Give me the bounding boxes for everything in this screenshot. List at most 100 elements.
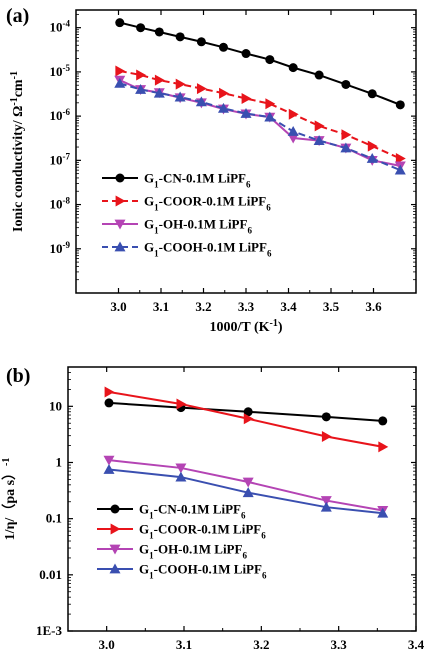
y-axis-title-exponent: -1 xyxy=(9,71,20,79)
x-axis-title-exponent: -1 xyxy=(270,318,278,329)
y-tick-exponent: -6 xyxy=(63,107,71,117)
data-point xyxy=(314,120,325,132)
legend-subscript: 1 xyxy=(154,226,159,236)
legend-subscript: 6 xyxy=(242,551,247,561)
legend-text-mid: -OH-0.1M LiPF xyxy=(154,542,243,557)
y-axis-title-exponent: -1 xyxy=(1,458,12,466)
data-point xyxy=(135,84,147,94)
legend-subscript: 6 xyxy=(262,571,267,581)
data-point xyxy=(114,77,126,88)
x-tick-label: 3.6 xyxy=(365,299,382,314)
legend-label: G1-COOH-0.1M LiPF6 xyxy=(144,240,272,259)
legend-subscript: 1 xyxy=(154,180,159,190)
legend-text-mid: -COOH-0.1M LiPF xyxy=(154,562,262,577)
legend-subscript: 6 xyxy=(246,180,251,190)
data-point xyxy=(340,142,352,153)
legend-subscript: 1 xyxy=(154,203,159,213)
data-point xyxy=(367,89,377,99)
data-point xyxy=(195,96,207,107)
legend-marker xyxy=(115,195,126,207)
data-point xyxy=(341,79,351,89)
legend-label: G1-COOR-0.1M LiPF6 xyxy=(144,194,271,213)
series-1: G1-CN-0.1M LiPF6 xyxy=(102,18,405,190)
legend-text-main: G xyxy=(139,542,149,557)
x-tick-label: 3.2 xyxy=(253,637,269,652)
x-axis-title: 1000/T (K-1) xyxy=(209,318,282,336)
y-tick-base: 10 xyxy=(50,197,63,212)
y-tick-base: 10 xyxy=(50,241,63,256)
y-tick-exponent: -9 xyxy=(63,240,71,250)
data-point xyxy=(378,441,389,453)
data-point xyxy=(103,464,115,474)
y-tick-label: 1E-3 xyxy=(36,623,63,638)
y-tick-exponent: -8 xyxy=(63,196,71,206)
legend-marker xyxy=(115,173,125,183)
legend-text-main: G xyxy=(144,194,154,209)
data-point xyxy=(395,100,405,110)
data-point xyxy=(287,125,299,136)
series-4: G1-COOH-0.1M LiPF6 xyxy=(102,77,406,259)
legend-text-main: G xyxy=(139,562,149,577)
y-tick-label: 10-6 xyxy=(50,107,71,123)
legend-text-mid: -COOR-0.1M LiPF xyxy=(159,194,267,209)
legend-subscript: 6 xyxy=(261,531,266,541)
legend-text-main: G xyxy=(139,522,149,537)
data-point xyxy=(115,18,125,28)
data-point xyxy=(288,108,299,120)
data-point xyxy=(321,412,331,422)
y-tick-label: 10-5 xyxy=(50,63,71,79)
legend-label: G1-COOR-0.1M LiPF6 xyxy=(139,522,266,541)
data-point xyxy=(175,463,187,474)
y-tick-label: 0.1 xyxy=(46,511,62,526)
legend-text-mid: -OH-0.1M LiPF xyxy=(159,217,248,232)
data-point xyxy=(174,91,186,102)
y-tick-label: 10-8 xyxy=(50,196,71,212)
panel-a-conductivity-chart: (a)3.0 3.1 3.2 3.3 3.4 3.5 3.610-410-510-610-7… xyxy=(6,5,417,336)
y-tick-label: 10 xyxy=(49,398,62,413)
y-tick-label: 10-7 xyxy=(50,151,71,167)
legend-marker xyxy=(109,563,121,574)
y-tick-label: 0.01 xyxy=(39,567,62,582)
legend-text-mid: -CN-0.1M LiPF xyxy=(159,171,246,186)
y-tick-exponent: -5 xyxy=(63,63,71,73)
x-tick-label: 3.4 xyxy=(408,637,425,652)
data-point xyxy=(243,413,254,425)
data-point xyxy=(175,471,187,482)
y-axis-title-text: 1/η/（pa s） xyxy=(2,466,18,540)
legend-text-main: G xyxy=(144,240,154,255)
y-axis-title-exponent: -1 xyxy=(9,97,20,105)
x-tick-label: 3.0 xyxy=(99,637,115,652)
series-4: G1-COOH-0.1M LiPF6 xyxy=(97,464,389,581)
data-point xyxy=(265,98,276,110)
series-3: G1-OH-0.1M LiPF6 xyxy=(97,455,389,561)
legend-label: G1-CN-0.1M LiPF6 xyxy=(139,502,246,521)
data-point xyxy=(104,386,115,398)
legend-marker xyxy=(110,523,121,535)
panel-label: (b) xyxy=(6,365,30,387)
x-tick-label: 3.1 xyxy=(153,299,169,314)
data-point xyxy=(367,140,378,152)
data-point xyxy=(265,55,275,65)
y-tick-label: 10-4 xyxy=(50,19,71,35)
legend-subscript: 6 xyxy=(266,203,271,213)
data-point xyxy=(320,496,332,507)
legend-text-main: G xyxy=(139,502,149,517)
data-point xyxy=(314,70,324,80)
data-point xyxy=(341,129,352,141)
legend-subscript: 1 xyxy=(149,531,154,541)
y-axis-title: 1/η/（pa s）-1 xyxy=(1,458,19,541)
y-axis-title-text: Ionic conductivity/ Ω xyxy=(11,106,26,232)
data-point xyxy=(394,164,406,175)
data-point xyxy=(153,87,165,98)
data-point xyxy=(366,153,378,163)
data-point xyxy=(395,153,406,165)
legend-label: G1-OH-0.1M LiPF6 xyxy=(144,217,252,236)
y-tick-base: 10 xyxy=(50,20,63,35)
data-point xyxy=(196,83,207,95)
data-point xyxy=(196,37,206,47)
x-tick-label: 3.2 xyxy=(195,299,211,314)
y-axis-title: Ionic conductivity/ Ω-1cm-1 xyxy=(9,71,27,232)
legend-marker xyxy=(114,219,126,230)
